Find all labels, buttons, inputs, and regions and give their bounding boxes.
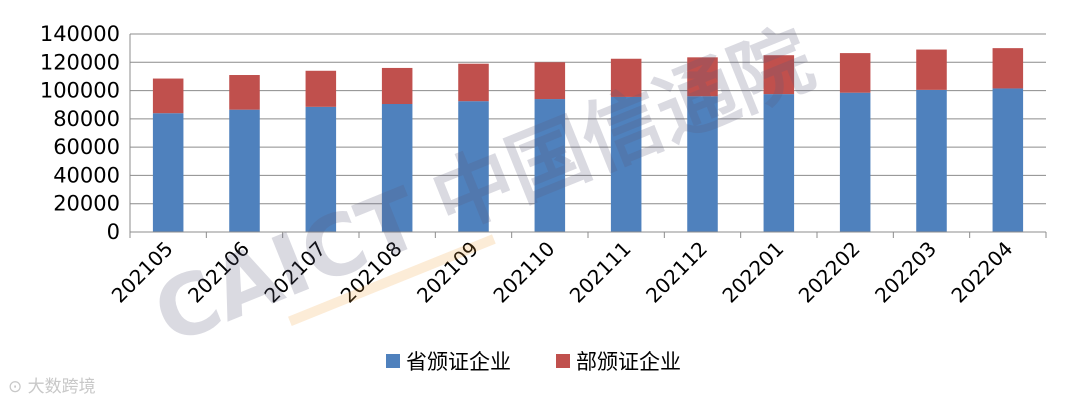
bar-ministry-segment (229, 75, 260, 110)
bar-province-segment (229, 109, 260, 232)
y-tick-label: 40000 (53, 163, 120, 187)
legend-label-province: 省颁证企业 (406, 350, 511, 374)
y-tick-label: 60000 (53, 135, 120, 159)
weibo-icon: ⊙ (8, 377, 28, 397)
bar-province-segment (381, 104, 413, 232)
corner-watermark: ⊙ 大数跨境 (8, 372, 96, 397)
bar-province-segment (992, 88, 1024, 232)
bar-province-segment (763, 94, 795, 232)
bar-ministry-segment (458, 63, 489, 102)
legend-swatch-province (386, 354, 400, 368)
bar-ministry-segment (992, 48, 1024, 89)
y-tick-label: 140000 (40, 22, 120, 46)
bar-province-segment (458, 101, 489, 232)
bar-province-segment (839, 92, 871, 232)
y-tick-label: 0 (107, 220, 120, 244)
bar-province-segment (305, 106, 337, 232)
bar-ministry-segment (839, 53, 871, 93)
bar-ministry-segment (305, 70, 337, 107)
legend: 省颁证企业 部颁证企业 (386, 350, 681, 374)
x-tick-label: 202110 (488, 237, 559, 308)
x-tick-label: 202201 (717, 237, 788, 308)
bar-province-segment (534, 99, 566, 232)
x-tick-label: 202112 (641, 237, 712, 308)
bar-ministry-segment (687, 57, 718, 97)
bar-province-segment (152, 113, 184, 232)
bars (152, 48, 1024, 232)
bar-province-segment (610, 96, 642, 232)
axes (129, 34, 1047, 238)
y-tick-labels: 0 20000 40000 60000 80000 100000 120000 140000 (40, 22, 120, 244)
bar-ministry-segment (152, 78, 184, 114)
bar-ministry-segment (534, 62, 566, 100)
bar-province-segment (687, 96, 718, 232)
x-tick-label: 202203 (870, 237, 941, 308)
bar-ministry-segment (763, 55, 795, 95)
bar-province-segment (916, 89, 947, 232)
watermark-orange-stripe (288, 234, 496, 327)
watermark-logo-text: CAICT (141, 169, 434, 364)
gridlines (130, 33, 1046, 205)
y-tick-label: 100000 (40, 79, 120, 103)
bar-ministry-segment (610, 58, 642, 97)
y-tick-label: 20000 (53, 192, 120, 216)
corner-watermark-text: 大数跨境 (27, 377, 96, 397)
bar-ministry-segment (381, 67, 413, 105)
x-tick-label: 202202 (794, 237, 865, 308)
y-tick-label: 120000 (40, 50, 120, 74)
y-tick-label: 80000 (53, 107, 120, 131)
x-tick-label: 202204 (946, 237, 1017, 308)
legend-swatch-ministry (556, 354, 570, 368)
bar-ministry-segment (916, 49, 947, 90)
legend-label-ministry: 部颁证企业 (576, 350, 681, 374)
x-tick-label: 202111 (565, 237, 636, 308)
